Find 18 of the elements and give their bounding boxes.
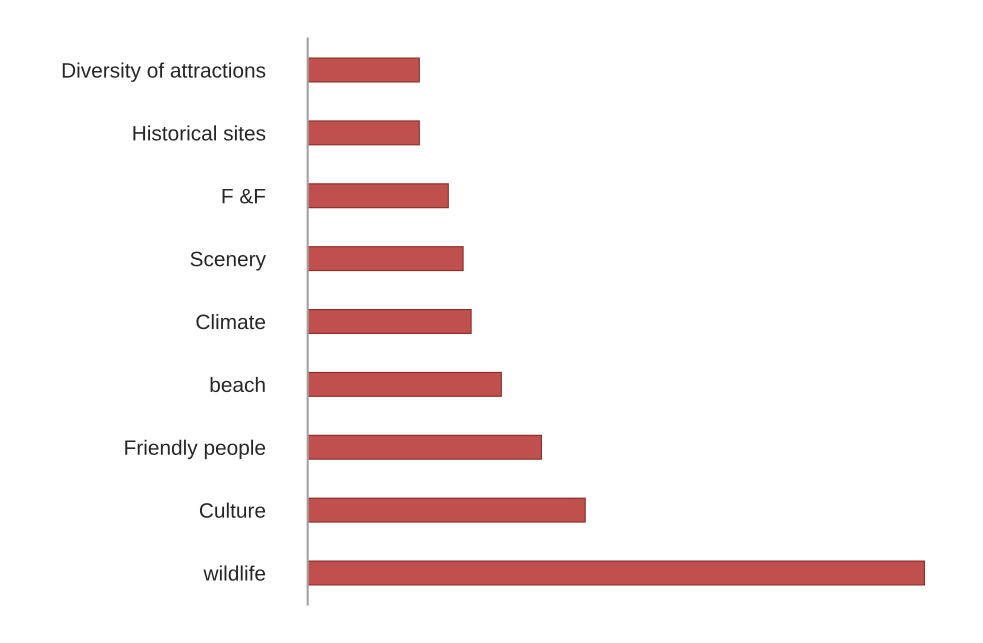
y-tick-label: F &F — [222, 188, 266, 204]
y-tick-label: wildlife — [203, 565, 266, 581]
y-tick-label: Culture — [200, 502, 266, 518]
y-tick-label: Climate — [196, 314, 266, 330]
y-tick-label: Historical sites — [133, 125, 266, 141]
bar — [308, 498, 586, 523]
bar — [308, 309, 472, 334]
y-tick-label: Diversity of attractions — [62, 62, 266, 82]
y-tick-label: Friendly people — [125, 440, 266, 460]
bar — [308, 372, 502, 397]
bar — [308, 246, 464, 272]
bar — [308, 120, 420, 146]
y-tick-label: beach — [210, 376, 265, 392]
bar — [308, 58, 420, 83]
y-tick-label: Scenery — [190, 252, 266, 270]
bar — [308, 434, 542, 460]
bar — [308, 560, 926, 586]
bar — [308, 183, 449, 208]
